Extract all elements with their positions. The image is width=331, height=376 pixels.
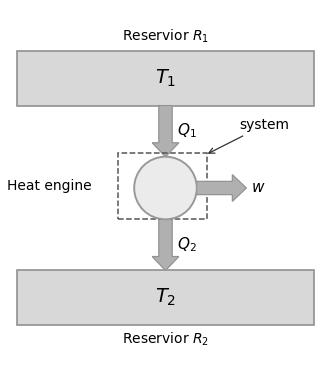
Text: $Q_2$: $Q_2$ bbox=[177, 235, 197, 254]
Text: $w$: $w$ bbox=[251, 180, 266, 196]
Bar bbox=[17, 51, 314, 106]
Text: $T_1$: $T_1$ bbox=[155, 68, 176, 89]
Polygon shape bbox=[152, 106, 179, 157]
Text: $Q_1$: $Q_1$ bbox=[177, 122, 197, 141]
Circle shape bbox=[134, 157, 197, 219]
Text: system: system bbox=[209, 118, 290, 153]
Polygon shape bbox=[152, 219, 179, 270]
Text: $T_2$: $T_2$ bbox=[155, 287, 176, 308]
Polygon shape bbox=[197, 175, 246, 201]
Text: Reservior $R_1$: Reservior $R_1$ bbox=[122, 28, 209, 45]
Text: Heat engine: Heat engine bbox=[7, 179, 92, 193]
Bar bbox=[17, 270, 314, 325]
Text: Reservior $R_2$: Reservior $R_2$ bbox=[122, 331, 209, 348]
Bar bbox=[118, 153, 207, 219]
